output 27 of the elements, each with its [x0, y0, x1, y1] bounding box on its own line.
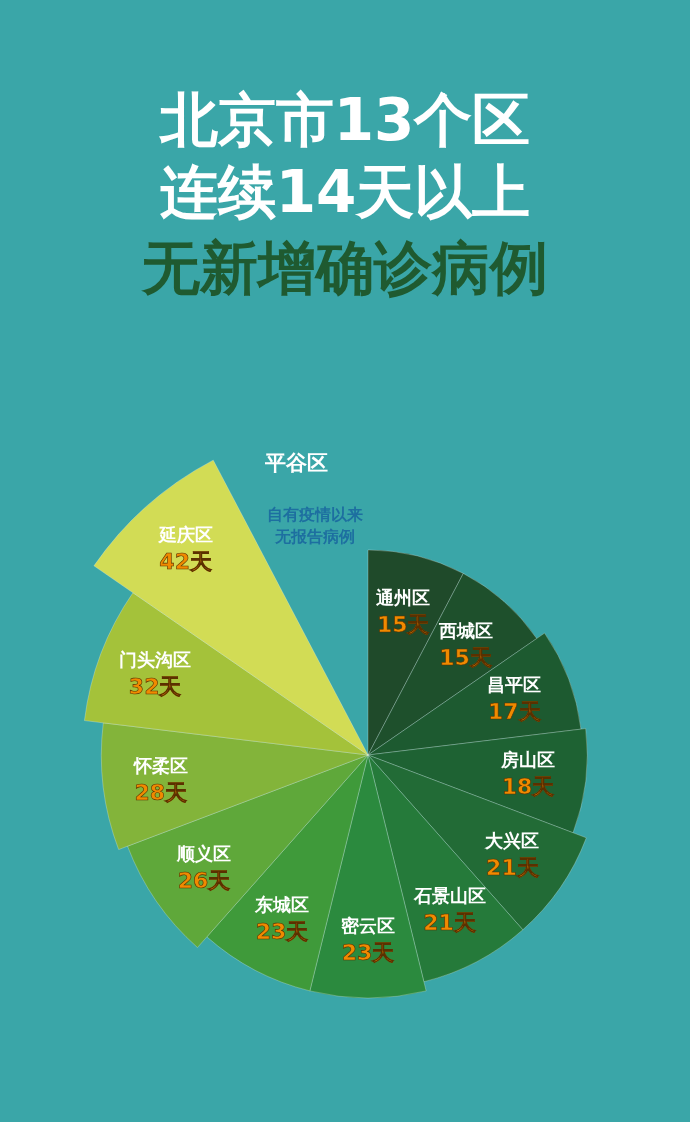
data-label: 26天	[177, 868, 231, 894]
text: 北京市13个区连续14天以上	[157, 86, 531, 226]
category-label: 密云区	[341, 914, 395, 936]
data-label: 15天	[376, 612, 430, 638]
category-label: 西城区	[437, 619, 493, 641]
category-label: 通州区	[375, 587, 431, 609]
category-label: 门头沟区	[119, 649, 192, 671]
category-label: 房山区	[500, 749, 556, 771]
category-label: 石景山区	[412, 885, 486, 907]
category-label: 昌平区	[487, 674, 542, 696]
data-label: 15天	[439, 644, 492, 670]
category-label: 大兴区	[484, 829, 540, 851]
data-label: 23天	[255, 918, 309, 944]
data-label: 32天	[128, 674, 182, 700]
text: 无新增确诊病例	[141, 234, 548, 302]
data-label: 18天	[501, 774, 555, 800]
category-label: 延庆区	[156, 524, 213, 546]
category-label: 顺义区	[176, 843, 232, 865]
data-label: 17天	[488, 699, 541, 725]
data-label: 23天	[341, 939, 395, 965]
category-label: 东城区	[254, 893, 310, 915]
data-label: 21天	[423, 910, 476, 936]
category-label: 怀柔区	[132, 755, 188, 777]
data-label: 42天	[159, 549, 212, 575]
data-label: 28天	[134, 780, 188, 806]
category-label: 平谷区	[263, 450, 328, 475]
data-label: 21天	[486, 854, 539, 880]
